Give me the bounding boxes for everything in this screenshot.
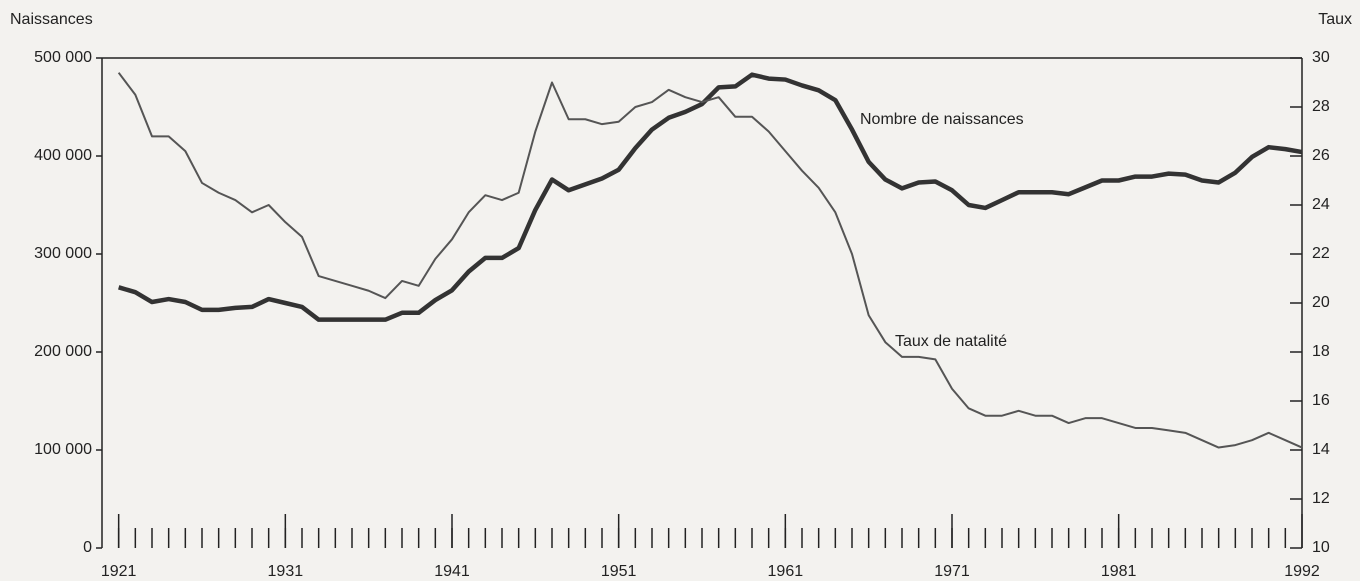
x-tick-label: 1992: [1284, 563, 1320, 580]
y2-tick-label: 10: [1312, 539, 1330, 556]
x-tick-label: 1961: [768, 563, 804, 580]
y2-tick-label: 20: [1312, 294, 1330, 311]
series-line: [118, 72, 1303, 322]
y2-tick-label: 26: [1312, 147, 1330, 164]
y2-tick-label: 24: [1312, 196, 1330, 213]
series-line: [117, 72, 1303, 449]
x-tick-label: 1981: [1101, 563, 1137, 580]
annotation: Nombre de naissances: [860, 111, 1024, 128]
y2-axis-label: Taux: [1318, 11, 1352, 28]
x-tick-label: 1951: [601, 563, 637, 580]
y2-tick-label: 14: [1312, 441, 1330, 458]
y2-tick-label: 16: [1312, 392, 1330, 409]
y2-tick-label: 18: [1312, 343, 1330, 360]
x-tick-label: 1941: [434, 563, 470, 580]
x-tick-label: 1921: [101, 563, 137, 580]
y-tick-label: 400 000: [34, 147, 92, 164]
y2-tick-label: 28: [1312, 98, 1330, 115]
y2-tick-label: 12: [1312, 490, 1330, 507]
y-tick-label: 0: [83, 539, 92, 556]
y2-tick-label: 30: [1312, 49, 1330, 66]
x-tick-label: 1971: [934, 563, 970, 580]
y-axis-label: Naissances: [10, 11, 93, 28]
y2-tick-label: 22: [1312, 245, 1330, 262]
y-tick-label: 100 000: [34, 441, 92, 458]
y-tick-label: 300 000: [34, 245, 92, 262]
y-tick-label: 500 000: [34, 49, 92, 66]
annotation: Taux de natalité: [895, 333, 1007, 350]
y-tick-label: 200 000: [34, 343, 92, 360]
x-tick-label: 1931: [268, 563, 304, 580]
